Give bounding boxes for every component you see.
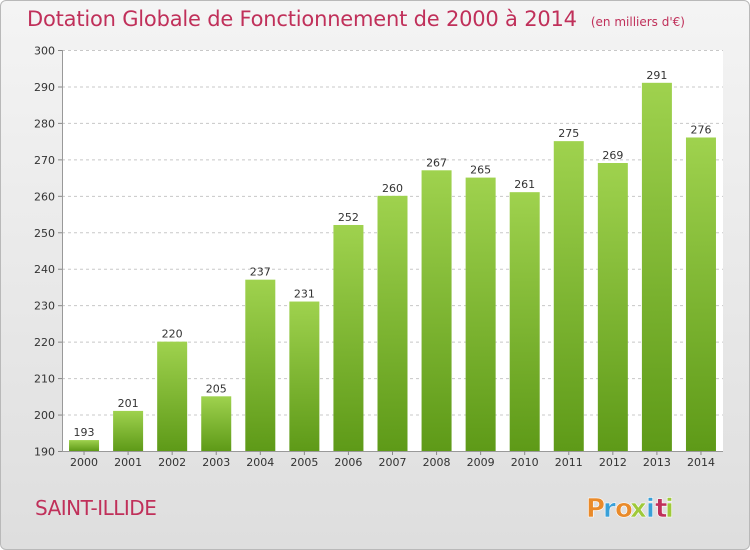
- logo-letter: o: [615, 494, 633, 524]
- y-tick-label: 250: [34, 227, 55, 240]
- x-tick-label: 2011: [555, 456, 583, 469]
- logo-letter: i: [646, 494, 655, 524]
- bar-value-label: 291: [646, 69, 667, 82]
- place-name: SAINT-ILLIDE: [35, 496, 157, 520]
- bar-value-label: 267: [426, 156, 447, 169]
- bar-value-label: 260: [382, 182, 403, 195]
- bar: [421, 170, 452, 452]
- bar: [685, 137, 716, 451]
- bar: [465, 177, 496, 451]
- x-tick-label: 2008: [423, 456, 451, 469]
- y-tick-label: 240: [34, 263, 55, 276]
- bar: [245, 279, 276, 451]
- y-tick-label: 230: [34, 300, 55, 313]
- logo-letter: r: [603, 494, 616, 524]
- y-tick-label: 280: [34, 117, 55, 130]
- bar-value-label: 269: [602, 149, 623, 162]
- y-tick-label: 200: [34, 409, 55, 422]
- bar: [333, 224, 364, 451]
- bar: [157, 341, 188, 451]
- x-tick-label: 2000: [70, 456, 98, 469]
- bar-value-label: 252: [338, 211, 359, 224]
- x-tick-label: 2007: [379, 456, 407, 469]
- y-tick-label: 190: [34, 446, 55, 459]
- proxiti-logo: Pr ox i ti: [586, 494, 675, 524]
- bar-value-label: 201: [118, 397, 139, 410]
- y-tick-label: 220: [34, 336, 55, 349]
- logo-letter: x: [630, 494, 647, 524]
- y-tick-label: 290: [34, 81, 55, 94]
- x-tick-label: 2009: [467, 456, 495, 469]
- y-tick-label: 300: [34, 45, 55, 58]
- logo-letter: i: [665, 494, 674, 524]
- bar-value-label: 231: [294, 288, 315, 301]
- bar-value-label: 276: [690, 123, 711, 136]
- bar-value-label: 261: [514, 178, 535, 191]
- bar-value-label: 205: [206, 382, 227, 395]
- x-tick-label: 2001: [114, 456, 142, 469]
- x-tick-label: 2014: [687, 456, 715, 469]
- x-tick-label: 2006: [334, 456, 362, 469]
- x-tick-label: 2005: [290, 456, 318, 469]
- logo-letter: t: [655, 494, 667, 524]
- bar: [201, 396, 232, 451]
- y-tick-label: 270: [34, 154, 55, 167]
- bar: [377, 195, 408, 451]
- bar: [641, 82, 672, 452]
- chart-subtitle: (en milliers d'€): [590, 15, 685, 29]
- logo-letter: P: [586, 494, 605, 524]
- bar: [597, 163, 628, 451]
- x-tick-label: 2004: [246, 456, 274, 469]
- y-tick-label: 210: [34, 373, 55, 386]
- chart-title: Dotation Globale de Fonctionnement de 20…: [27, 7, 685, 31]
- bar-value-label: 193: [74, 426, 95, 439]
- bar: [69, 440, 100, 451]
- y-tick-label: 260: [34, 190, 55, 203]
- x-tick-label: 2003: [202, 456, 230, 469]
- chart-title-text: Dotation Globale de Fonctionnement de 20…: [27, 7, 577, 31]
- bar: [289, 301, 320, 451]
- bar-value-label: 265: [470, 164, 491, 177]
- bar-value-label: 237: [250, 266, 271, 279]
- bar-value-label: 220: [162, 328, 183, 341]
- bar-value-label: 275: [558, 127, 579, 140]
- x-tick-label: 2013: [643, 456, 671, 469]
- x-tick-label: 2012: [599, 456, 627, 469]
- x-tick-label: 2010: [511, 456, 539, 469]
- bar: [553, 141, 584, 452]
- bar: [113, 410, 144, 451]
- bar: [509, 192, 540, 451]
- x-tick-label: 2002: [158, 456, 186, 469]
